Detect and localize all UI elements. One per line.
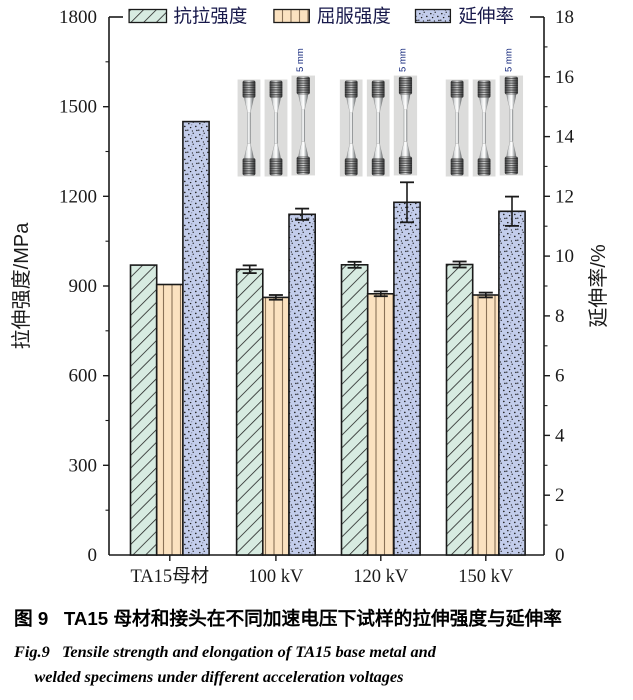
svg-text:TA15母材: TA15母材 <box>130 566 209 587</box>
svg-text:1500: 1500 <box>59 97 97 118</box>
svg-text:5 mm: 5 mm <box>397 48 408 72</box>
svg-text:5 mm: 5 mm <box>295 48 306 72</box>
svg-text:屈服强度: 屈服强度 <box>317 6 391 27</box>
svg-text:拉伸强度/MPa: 拉伸强度/MPa <box>10 222 33 350</box>
svg-text:16: 16 <box>555 67 574 88</box>
svg-text:10: 10 <box>555 246 574 267</box>
svg-text:0: 0 <box>88 545 98 566</box>
svg-text:延伸率/%: 延伸率/% <box>587 244 610 328</box>
svg-text:14: 14 <box>555 127 575 148</box>
svg-text:100 kV: 100 kV <box>248 567 304 587</box>
svg-text:延伸率: 延伸率 <box>459 6 515 27</box>
svg-text:1800: 1800 <box>59 7 97 28</box>
svg-text:12: 12 <box>555 186 574 207</box>
svg-text:0: 0 <box>555 545 565 566</box>
svg-text:600: 600 <box>69 366 98 387</box>
svg-text:抗拉强度: 抗拉强度 <box>173 6 247 27</box>
svg-text:18: 18 <box>555 7 574 28</box>
svg-text:4: 4 <box>555 425 565 446</box>
svg-text:150 kV: 150 kV <box>458 567 514 587</box>
svg-text:300: 300 <box>69 455 98 476</box>
svg-text:1200: 1200 <box>59 186 97 207</box>
svg-text:900: 900 <box>69 276 98 297</box>
svg-text:6: 6 <box>555 366 565 387</box>
svg-text:5 mm: 5 mm <box>503 48 514 72</box>
svg-text:2: 2 <box>555 485 565 506</box>
svg-text:120 kV: 120 kV <box>353 567 409 587</box>
svg-text:8: 8 <box>555 306 565 327</box>
